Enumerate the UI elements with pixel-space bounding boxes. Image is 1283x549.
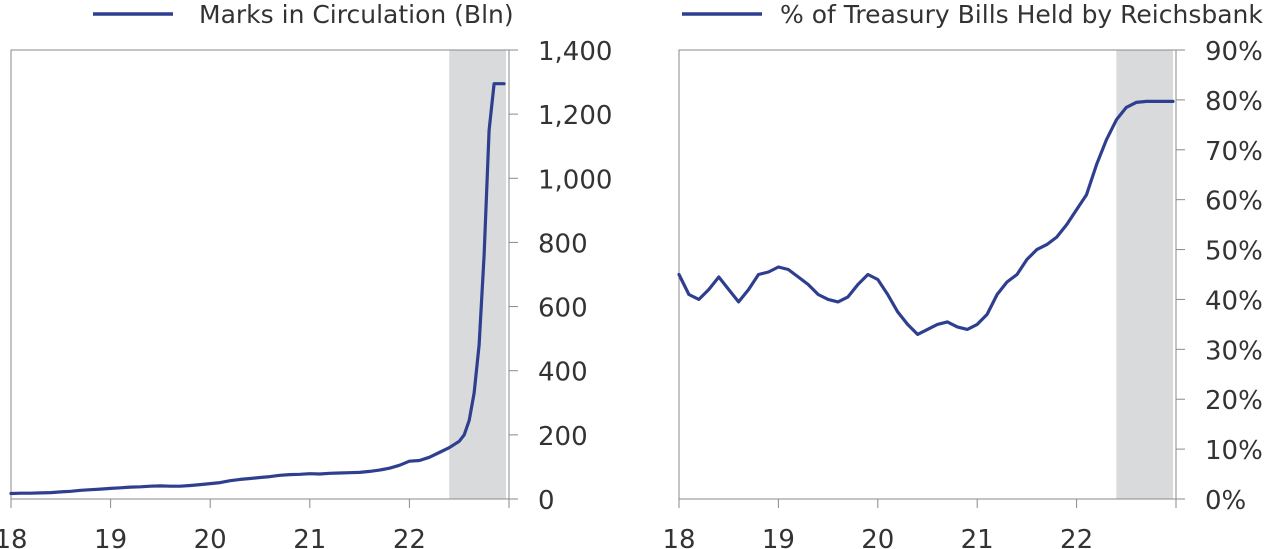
y-tick-label: 0% (1205, 486, 1246, 516)
y-tick-label: 1,400 (538, 37, 612, 67)
plot-frame (678, 49, 1177, 500)
series-line-of-treasury-bills-held-by-reichsbank (677, 99, 1175, 336)
x-tick-label: 18 (662, 525, 695, 549)
y-tick-label: 0 (538, 486, 555, 516)
shaded-period (1116, 50, 1174, 499)
y-tick-label: 30% (1205, 336, 1263, 366)
y-tick-label: 70% (1205, 137, 1263, 167)
chart-panel-circulation: 0 200 400 600 800 1,000 1,200 1,400 18 19 20 21 22 Ma… (0, 0, 612, 549)
y-tick-label: 60% (1205, 187, 1263, 217)
x-tick-label: 19 (762, 525, 795, 549)
x-tick-label: 21 (961, 525, 994, 549)
x-tick-label: 21 (293, 525, 326, 549)
x-tick-label: 19 (94, 525, 127, 549)
y-tick-label: 40% (1205, 286, 1263, 316)
x-tick-label: 18 (0, 525, 28, 549)
series-line-marks-in-circulation-bln (9, 82, 506, 496)
x-tick-label: 22 (1060, 525, 1093, 549)
y-tick-label: 200 (538, 422, 588, 452)
y-tick-label: 400 (538, 358, 588, 388)
y-tick-label: 80% (1205, 87, 1263, 117)
y-tick-label: 800 (538, 229, 588, 259)
y-tick-label: 10% (1205, 436, 1263, 466)
y-tick-label: 20% (1205, 386, 1263, 416)
legend-label: % of Treasury Bills Held by Reichsbank (780, 0, 1263, 29)
y-tick-label: 50% (1205, 237, 1263, 267)
y-tick-label: 1,000 (538, 165, 612, 195)
shaded-period (449, 50, 507, 499)
legend-label: Marks in Circulation (Bln) (199, 0, 514, 29)
y-tick-label: 1,200 (538, 101, 612, 131)
x-tick-label: 20 (861, 525, 894, 549)
x-tick-label: 22 (393, 525, 426, 549)
y-tick-label: 90% (1205, 37, 1263, 67)
x-tick-label: 20 (194, 525, 227, 549)
chart-panel-treasury-bills: 0% 10% 20% 30% 40% 50% 60% 70% 80% 90% 18 19 20 21 22%… (662, 0, 1263, 549)
y-tick-label: 600 (538, 294, 588, 324)
plot-frame (10, 49, 510, 500)
